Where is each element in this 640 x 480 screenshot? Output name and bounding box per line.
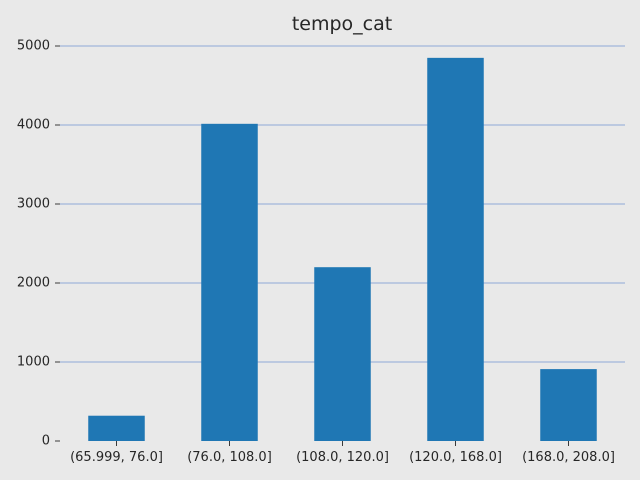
y-tick-label-4: 4000 [17, 118, 50, 133]
x-tick-label-3: (120.0, 168.0] [409, 450, 502, 465]
bar-1 [201, 123, 258, 441]
bar-3 [427, 57, 484, 441]
bar-4 [540, 369, 597, 441]
y-tick-label-2: 2000 [17, 276, 50, 291]
y-grid [60, 45, 625, 363]
y-axis: 0 1000 2000 3000 4000 5000 [17, 39, 60, 449]
x-tick-label-0: (65.999, 76.0] [70, 450, 163, 465]
y-tick-label-3: 3000 [17, 197, 50, 212]
x-tick-label-4: (168.0, 208.0] [522, 450, 615, 465]
chart-title: tempo_cat [292, 13, 392, 35]
x-tick-label-1: (76.0, 108.0] [187, 450, 272, 465]
y-tick-label-1: 1000 [17, 355, 50, 370]
bar-2 [314, 267, 371, 441]
y-tick-label-5: 5000 [17, 39, 50, 54]
y-tick-label-0: 0 [42, 434, 50, 449]
x-axis: (65.999, 76.0] (76.0, 108.0] (108.0, 120.0… [70, 441, 615, 465]
bar-series [88, 57, 597, 441]
bar-0 [88, 415, 145, 441]
x-tick-label-2: (108.0, 120.0] [296, 450, 389, 465]
